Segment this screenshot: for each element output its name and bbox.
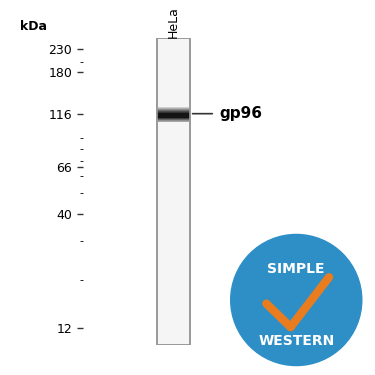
Bar <box>157 38 190 345</box>
Bar <box>157 117 190 118</box>
Bar <box>157 38 190 345</box>
Text: gp96: gp96 <box>219 106 262 121</box>
Bar <box>157 116 190 117</box>
Bar <box>157 121 190 122</box>
Text: HeLa: HeLa <box>166 6 180 38</box>
Bar <box>157 119 190 120</box>
Text: WESTERN: WESTERN <box>258 334 334 348</box>
Bar <box>157 118 190 119</box>
Bar <box>157 120 190 121</box>
Text: kDa: kDa <box>20 20 47 33</box>
Circle shape <box>231 234 362 366</box>
Text: SIMPLE: SIMPLE <box>267 262 325 276</box>
